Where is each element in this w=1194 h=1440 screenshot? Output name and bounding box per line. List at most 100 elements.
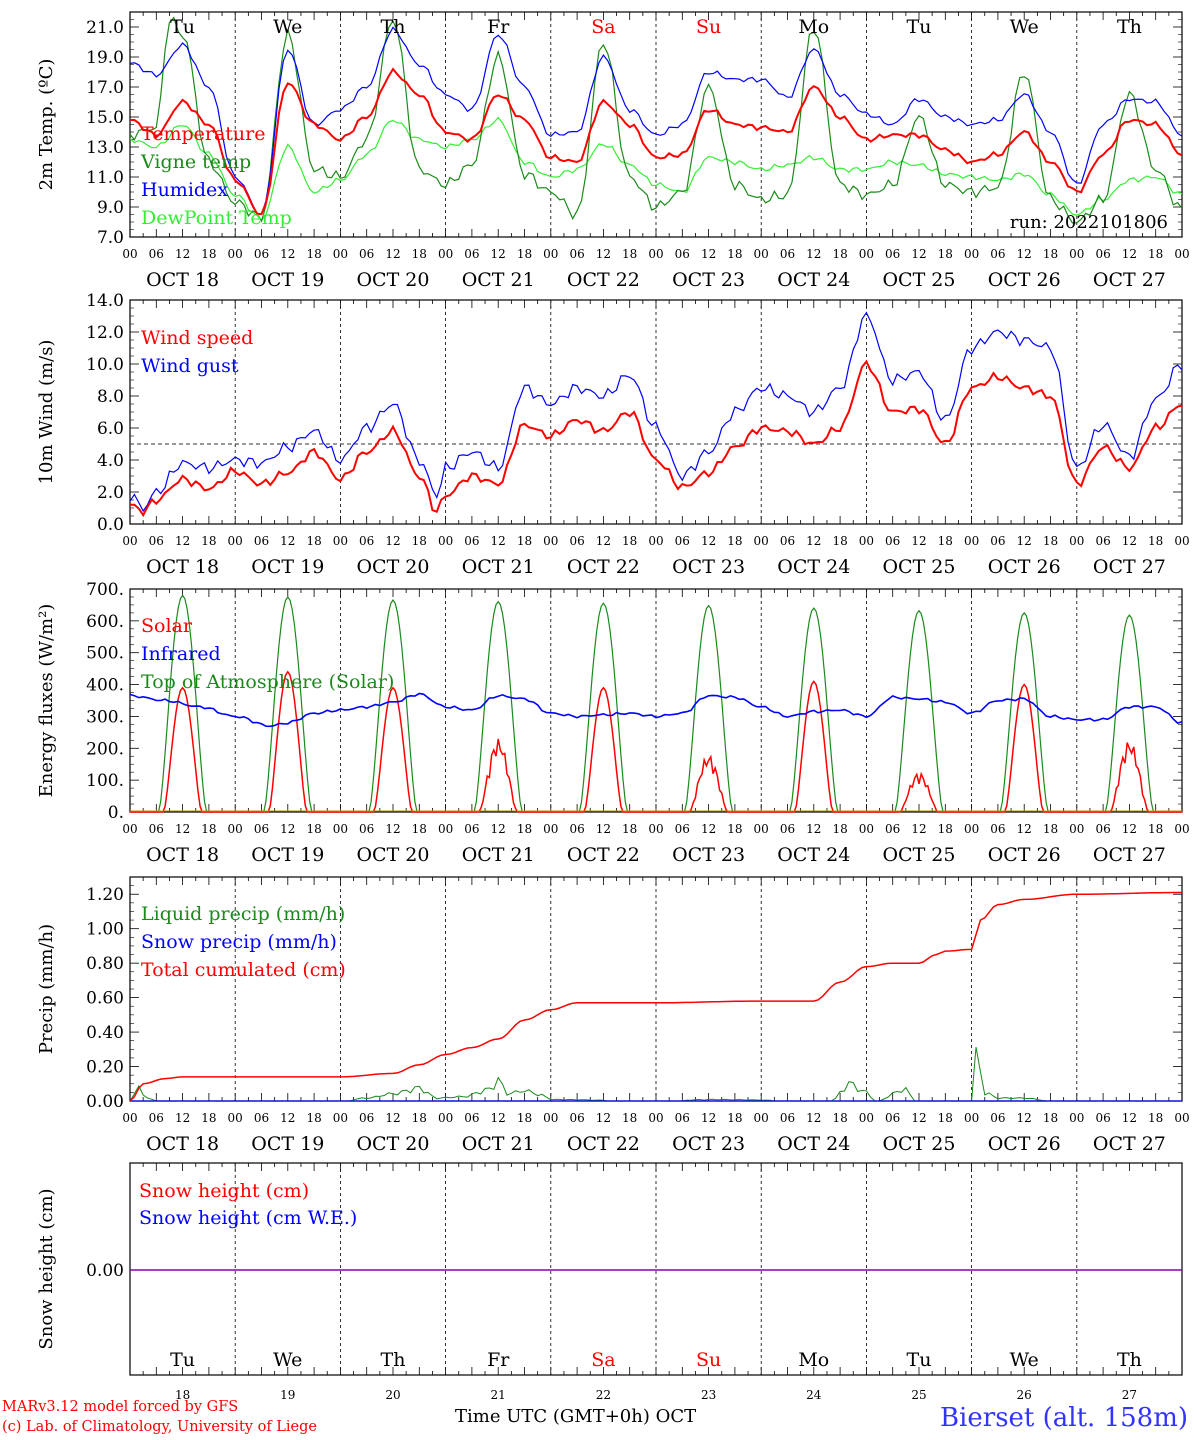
hour-tick-label: 18 <box>832 822 847 836</box>
total-cumulated-line <box>129 891 1182 1102</box>
hour-tick-label: 12 <box>1122 822 1137 836</box>
y-tick-label: 8.0 <box>97 387 124 407</box>
hour-tick-label: 06 <box>464 822 479 836</box>
solar-curve <box>656 754 762 813</box>
y-tick-label: 500. <box>86 644 124 664</box>
hour-tick-label: 06 <box>359 247 374 261</box>
series-red-line <box>130 67 1182 216</box>
hour-tick-label: 18 <box>1148 247 1163 261</box>
date-label: OCT 22 <box>567 269 640 291</box>
day-number-label: 22 <box>596 1388 611 1402</box>
hour-tick-label: 12 <box>911 534 926 548</box>
x-axis-month: OCT <box>655 1406 697 1427</box>
date-label: OCT 18 <box>146 1133 219 1155</box>
toa-solar-curve <box>656 604 762 813</box>
hour-tick-label: 06 <box>149 247 164 261</box>
hour-tick-label: 12 <box>806 822 821 836</box>
day-number-label: 20 <box>385 1388 400 1402</box>
hour-tick-label: 18 <box>306 534 321 548</box>
series-blue-line <box>129 311 1183 513</box>
y-tick-label: 13.0 <box>86 138 124 158</box>
hour-tick-label: 00 <box>333 822 348 836</box>
date-label: OCT 23 <box>672 844 745 866</box>
date-label: OCT 26 <box>988 269 1061 291</box>
solar-curve <box>866 771 972 813</box>
legend-label-blue: Humidex <box>141 179 228 201</box>
date-label: OCT 22 <box>567 844 640 866</box>
date-label: OCT 24 <box>777 269 850 291</box>
y-tick-label: 1.20 <box>86 885 124 905</box>
legend-label-red: Solar <box>141 615 193 637</box>
toa-solar-curve <box>550 602 656 813</box>
y-tick-label: 1.00 <box>86 920 124 940</box>
weekday-label: Mo <box>798 1349 829 1371</box>
hour-tick-label: 00 <box>964 822 979 836</box>
weekday-label: Th <box>1117 16 1142 38</box>
solar-curve <box>130 686 236 813</box>
hour-tick-label: 00 <box>859 822 874 836</box>
hour-tick-label: 18 <box>727 247 742 261</box>
y-tick-label: 12.0 <box>86 323 124 343</box>
hour-tick-label: 12 <box>806 1111 821 1125</box>
series-green-line <box>130 16 1182 224</box>
date-label: OCT 24 <box>777 1133 850 1155</box>
hour-tick-label: 18 <box>517 534 532 548</box>
hour-tick-label: 12 <box>280 534 295 548</box>
date-label: OCT 26 <box>988 844 1061 866</box>
weekday-label: Fr <box>487 16 510 38</box>
date-label: OCT 26 <box>988 1133 1061 1155</box>
date-label: OCT 26 <box>988 556 1061 578</box>
hour-tick-label: 00 <box>1174 247 1189 261</box>
hour-tick-label: 12 <box>1017 1111 1032 1125</box>
date-label: OCT 19 <box>251 269 324 291</box>
hour-tick-label: 12 <box>596 822 611 836</box>
hour-tick-label: 00 <box>333 247 348 261</box>
model-credit: MARv3.12 model forced by GFS <box>2 1399 239 1415</box>
weekday-label: Tu <box>907 16 932 38</box>
weekday-label: We <box>273 1349 302 1371</box>
hour-tick-label: 18 <box>622 534 637 548</box>
solar-curve <box>550 686 656 813</box>
y-tick-label: 0. <box>108 803 124 823</box>
hour-tick-label: 06 <box>254 534 269 548</box>
date-label: OCT 20 <box>356 556 429 578</box>
date-label: OCT 19 <box>251 844 324 866</box>
hour-tick-label: 00 <box>964 247 979 261</box>
y-tick-label: 2.0 <box>97 483 124 503</box>
y-tick-label: 0.00 <box>86 1261 124 1281</box>
date-label: OCT 21 <box>462 1133 535 1155</box>
y-tick-label: 300. <box>86 707 124 727</box>
hour-tick-label: 06 <box>149 1111 164 1125</box>
hour-tick-label: 12 <box>1017 534 1032 548</box>
hour-tick-label: 06 <box>1095 247 1110 261</box>
weekday-label: Th <box>381 1349 406 1371</box>
hour-tick-label: 06 <box>254 1111 269 1125</box>
legend-label-blue: Snow height (cm W.E.) <box>139 1207 357 1229</box>
hour-tick-label: 12 <box>596 1111 611 1125</box>
hour-tick-label: 12 <box>806 247 821 261</box>
y-tick-label: 6.0 <box>97 419 124 439</box>
hour-tick-label: 12 <box>280 822 295 836</box>
solar-curve <box>340 686 446 813</box>
y-axis-label: 2m Temp. (ºC) <box>36 59 57 191</box>
hour-tick-label: 06 <box>780 534 795 548</box>
hour-tick-label: 00 <box>754 822 769 836</box>
hour-tick-label: 00 <box>1174 822 1189 836</box>
panel-4 <box>129 876 1183 1102</box>
weekday-label: Th <box>381 16 406 38</box>
solar-curve <box>445 738 551 813</box>
legend-label-lightgreen: DewPoint Temp <box>141 207 292 229</box>
y-tick-label: 11.0 <box>86 168 124 188</box>
hour-tick-label: 18 <box>412 822 427 836</box>
date-label: OCT 25 <box>882 556 955 578</box>
y-tick-label: 7.0 <box>97 228 124 248</box>
date-label: OCT 25 <box>882 269 955 291</box>
hour-tick-label: 06 <box>1095 822 1110 836</box>
toa-solar-curve <box>1076 614 1182 813</box>
hour-tick-label: 12 <box>491 247 506 261</box>
weekday-label: We <box>273 16 302 38</box>
hour-tick-label: 00 <box>228 822 243 836</box>
hour-tick-label: 12 <box>1017 822 1032 836</box>
hour-tick-label: 00 <box>333 1111 348 1125</box>
panel-3 <box>129 588 1183 813</box>
